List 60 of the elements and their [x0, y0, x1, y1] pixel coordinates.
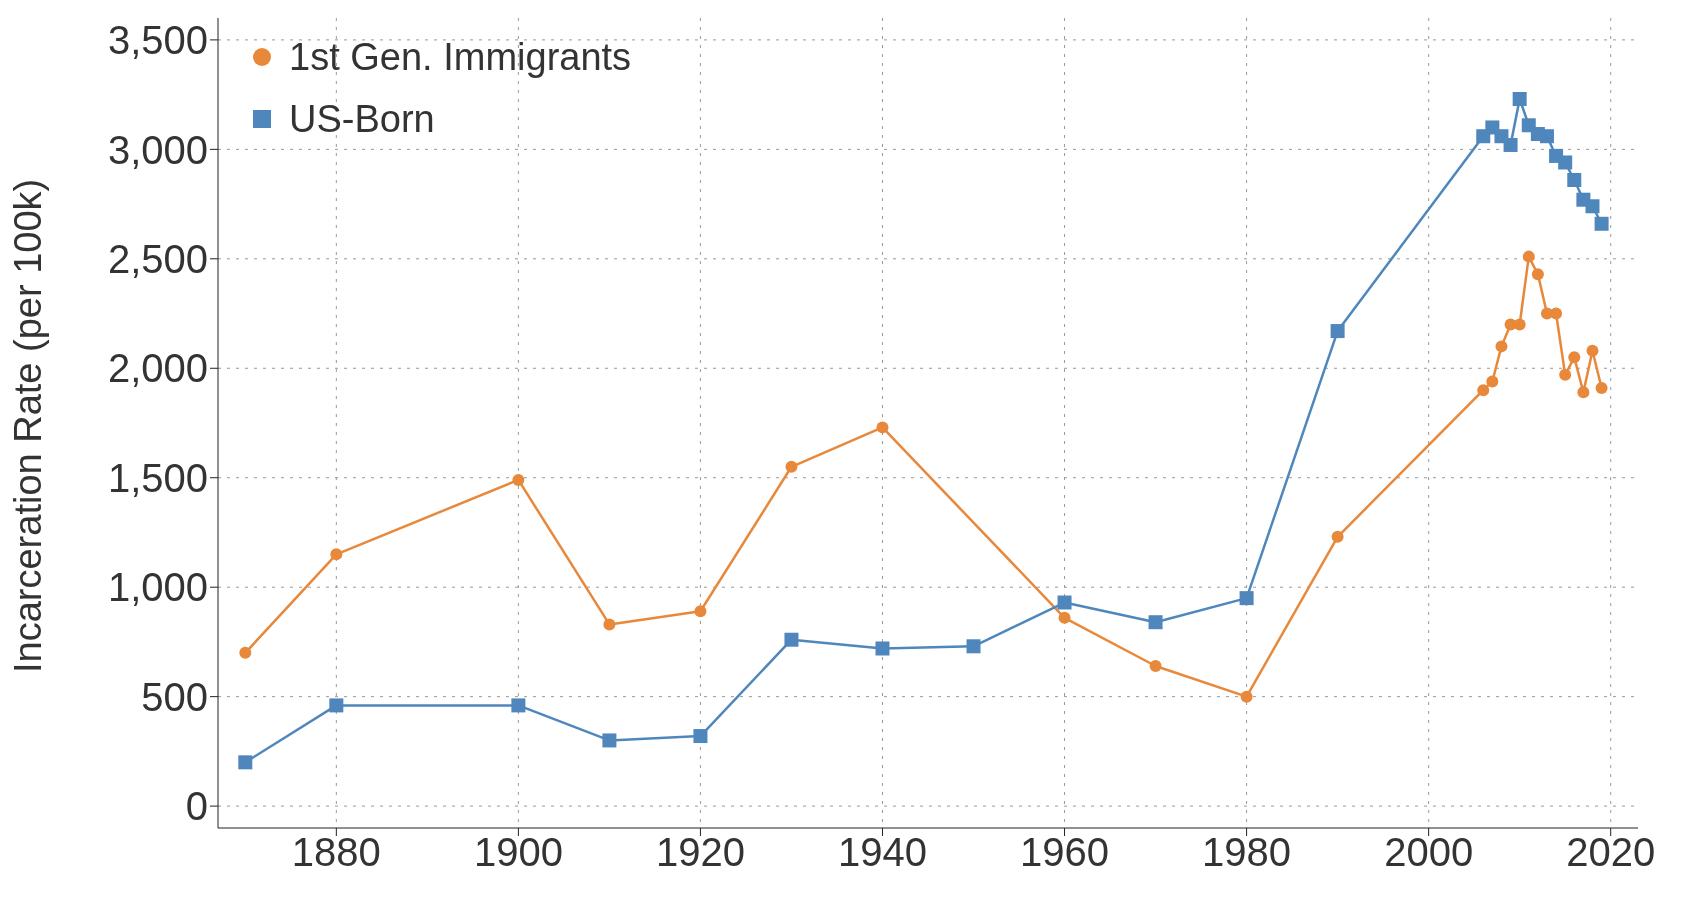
y-tick-label: 0: [185, 784, 208, 829]
point: [330, 548, 343, 561]
point: [1595, 381, 1608, 394]
point: [1240, 690, 1253, 703]
point: [1559, 368, 1572, 381]
point: [1512, 92, 1527, 106]
x-tick-label: 2020: [1566, 830, 1656, 875]
point: [1558, 155, 1573, 170]
y-tick-label: 2,000: [107, 346, 208, 391]
y-tick-label: 3,500: [107, 18, 208, 63]
point: [238, 755, 253, 770]
x-tick-label: 1960: [1020, 830, 1110, 875]
y-tick-label: 3,000: [107, 127, 208, 172]
point: [1586, 344, 1599, 357]
point: [693, 729, 708, 744]
point: [1503, 137, 1518, 152]
x-tick-label: 1900: [473, 830, 563, 875]
y-tick-label: 500: [141, 674, 208, 719]
point: [1058, 611, 1071, 624]
point: [239, 646, 252, 659]
x-tick-label: 1940: [837, 830, 927, 875]
point: [1531, 268, 1544, 281]
point: [329, 698, 344, 713]
point: [1568, 351, 1581, 364]
y-tick-label: 2,500: [107, 237, 208, 282]
point: [1585, 199, 1600, 214]
legend-label: 1st Gen. Immigrants: [289, 35, 632, 80]
x-tick-label: 1920: [655, 830, 745, 875]
point: [966, 639, 981, 654]
y-axis-title: Incarceration Rate (per 100k): [7, 178, 50, 673]
x-tick-label: 1880: [291, 830, 381, 875]
point: [876, 421, 889, 434]
point: [1594, 216, 1609, 231]
point: [1148, 615, 1163, 630]
point: [603, 618, 616, 631]
point: [875, 641, 890, 656]
y-tick-label: 1,000: [107, 565, 208, 610]
y-tick-label: 1,500: [107, 455, 208, 500]
point: [784, 632, 799, 647]
point: [602, 733, 617, 748]
point: [511, 698, 526, 713]
x-tick-label: 2000: [1384, 830, 1474, 875]
point: [1495, 340, 1508, 353]
legend-label: US-Born: [289, 97, 435, 142]
point: [1057, 595, 1072, 610]
point: [512, 473, 525, 486]
x-tick-label: 1980: [1202, 830, 1292, 875]
point: [1486, 375, 1499, 388]
point: [1577, 386, 1590, 399]
point: [1567, 173, 1582, 187]
point: [1239, 591, 1254, 606]
point: [1522, 250, 1535, 263]
point: [694, 605, 707, 618]
point: [1477, 384, 1490, 397]
point: [1149, 660, 1162, 672]
point: [785, 460, 798, 473]
point: [1331, 530, 1344, 543]
point: [1330, 324, 1345, 339]
point: [1550, 307, 1563, 320]
point: [1539, 129, 1554, 144]
